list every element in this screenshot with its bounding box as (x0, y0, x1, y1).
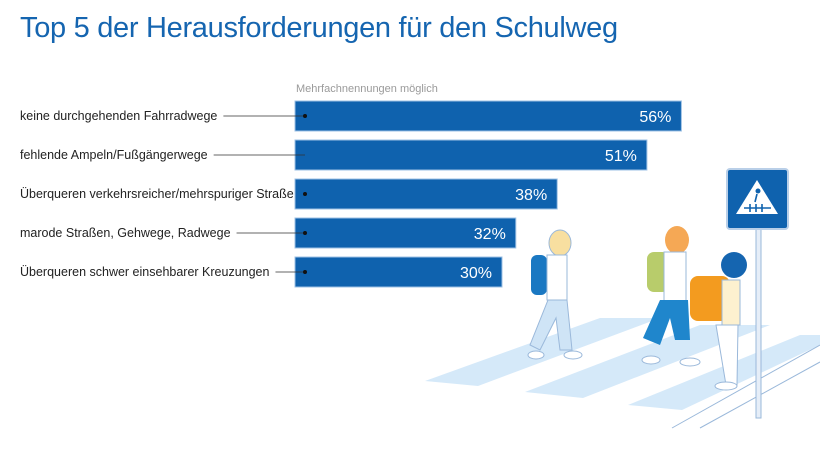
leader-dot (303, 192, 307, 196)
leader-dot (303, 270, 307, 274)
category-label: Überqueren schwer einsehbarer Kreuzungen (20, 265, 270, 279)
pedestrian-crossing-sign (726, 168, 789, 419)
bar (294, 217, 517, 249)
value-label: 56% (639, 109, 671, 126)
bar (294, 256, 503, 288)
category-label: keine durchgehenden Fahrradwege (20, 109, 217, 123)
value-label: 32% (474, 226, 506, 243)
child-3-figure (690, 252, 747, 391)
category-label: fehlende Ampeln/Fußgängerwege (20, 148, 208, 162)
value-label: 30% (460, 265, 492, 282)
value-label: 38% (515, 187, 547, 204)
chart-note: Mehrfachnennungen möglich (296, 83, 438, 95)
leader-dot (303, 231, 307, 235)
bar (294, 139, 648, 171)
leader-dot (303, 114, 307, 118)
value-label: 51% (605, 148, 637, 165)
category-label: Überqueren verkehrsreicher/mehrspuriger … (20, 187, 301, 201)
chart-title: Top 5 der Herausforderungen für den Schu… (20, 12, 618, 44)
category-label: marode Straßen, Gehwege, Radwege (20, 226, 231, 240)
bar (294, 178, 558, 210)
child-1-figure (527, 229, 583, 360)
child-2-figure (641, 226, 701, 367)
bar (294, 100, 682, 132)
